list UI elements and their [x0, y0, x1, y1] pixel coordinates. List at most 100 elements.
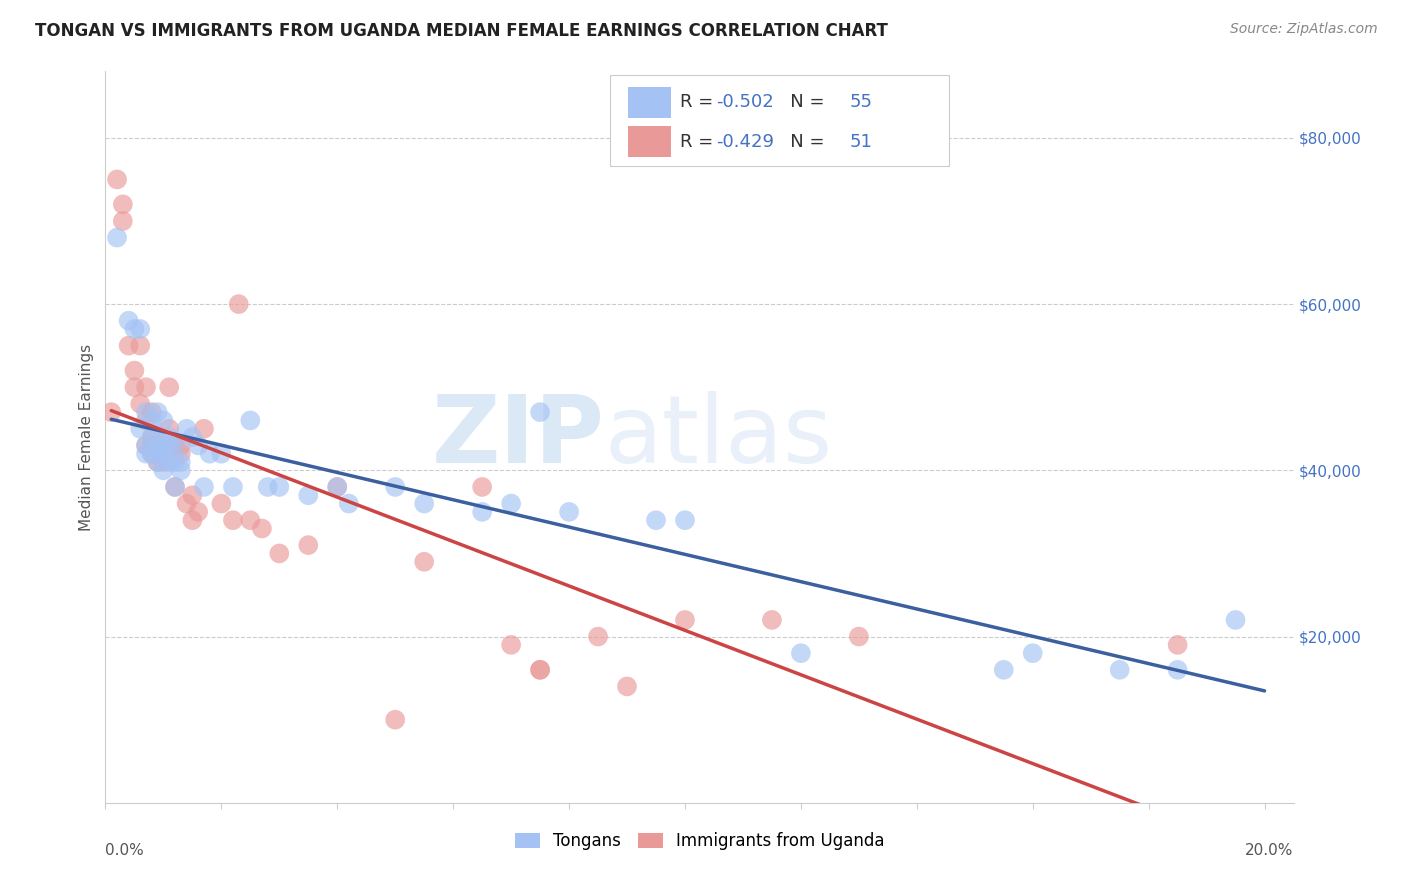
Point [105, 230, 128, 244]
Point [239, 513, 262, 527]
Point [152, 447, 174, 461]
Point [129, 322, 152, 336]
Point [222, 513, 245, 527]
Point [129, 422, 152, 436]
Point [187, 505, 209, 519]
Point [124, 380, 146, 394]
Text: N =: N = [773, 133, 831, 151]
Point [100, 405, 122, 419]
Point [170, 463, 193, 477]
Point [673, 513, 696, 527]
Point [176, 422, 198, 436]
Point [1167, 638, 1189, 652]
Point [117, 314, 139, 328]
Point [146, 447, 169, 461]
Point [146, 455, 169, 469]
Point [326, 480, 349, 494]
Point [152, 455, 174, 469]
Point [170, 447, 193, 461]
Point [326, 480, 349, 494]
Text: -0.502: -0.502 [716, 94, 773, 112]
Point [993, 663, 1015, 677]
FancyBboxPatch shape [610, 75, 949, 167]
Point [135, 438, 157, 452]
Point [135, 447, 157, 461]
Point [413, 497, 436, 511]
Point [152, 438, 174, 452]
Point [848, 630, 870, 644]
Point [146, 405, 169, 419]
Point [170, 455, 193, 469]
Point [157, 430, 180, 444]
Point [111, 214, 134, 228]
Point [181, 488, 204, 502]
Point [471, 505, 494, 519]
Text: R =: R = [681, 133, 720, 151]
FancyBboxPatch shape [628, 127, 671, 157]
Point [135, 405, 157, 419]
Point [187, 438, 209, 452]
Point [297, 488, 319, 502]
Point [209, 497, 232, 511]
Point [146, 438, 169, 452]
Point [193, 422, 215, 436]
Point [163, 455, 186, 469]
Point [529, 405, 551, 419]
Text: TONGAN VS IMMIGRANTS FROM UGANDA MEDIAN FEMALE EARNINGS CORRELATION CHART: TONGAN VS IMMIGRANTS FROM UGANDA MEDIAN … [35, 22, 889, 40]
Point [146, 430, 169, 444]
Y-axis label: Median Female Earnings: Median Female Earnings [79, 343, 94, 531]
Point [152, 438, 174, 452]
Point [135, 413, 157, 427]
Point [146, 447, 169, 461]
Point [413, 555, 436, 569]
Point [209, 447, 232, 461]
FancyBboxPatch shape [628, 87, 671, 118]
Point [181, 513, 204, 527]
Point [250, 521, 273, 535]
Text: N =: N = [773, 94, 831, 112]
Point [157, 422, 180, 436]
Point [181, 430, 204, 444]
Point [163, 438, 186, 452]
Text: atlas: atlas [605, 391, 832, 483]
Point [105, 172, 128, 186]
Point [616, 680, 638, 694]
Point [141, 447, 163, 461]
Point [501, 638, 523, 652]
Text: 20.0%: 20.0% [1246, 843, 1294, 858]
Point [111, 197, 134, 211]
Point [529, 663, 551, 677]
Point [790, 646, 813, 660]
Point [501, 497, 523, 511]
Text: 51: 51 [849, 133, 872, 151]
Point [176, 497, 198, 511]
Point [163, 480, 186, 494]
Text: 0.0%: 0.0% [105, 843, 145, 858]
Point [152, 463, 174, 477]
Point [124, 322, 146, 336]
Point [297, 538, 319, 552]
Point [129, 397, 152, 411]
Point [146, 455, 169, 469]
Point [586, 630, 609, 644]
Point [141, 438, 163, 452]
Point [129, 339, 152, 353]
Point [157, 380, 180, 394]
Point [157, 455, 180, 469]
Point [1108, 663, 1130, 677]
Point [135, 438, 157, 452]
Point [222, 480, 245, 494]
Text: -0.429: -0.429 [716, 133, 775, 151]
Point [141, 430, 163, 444]
Point [645, 513, 668, 527]
Point [384, 480, 406, 494]
Point [141, 405, 163, 419]
Point [256, 480, 278, 494]
Point [117, 339, 139, 353]
Point [163, 438, 186, 452]
Point [1225, 613, 1247, 627]
Point [269, 480, 291, 494]
Point [193, 480, 215, 494]
Point [337, 497, 360, 511]
Text: 55: 55 [849, 94, 872, 112]
